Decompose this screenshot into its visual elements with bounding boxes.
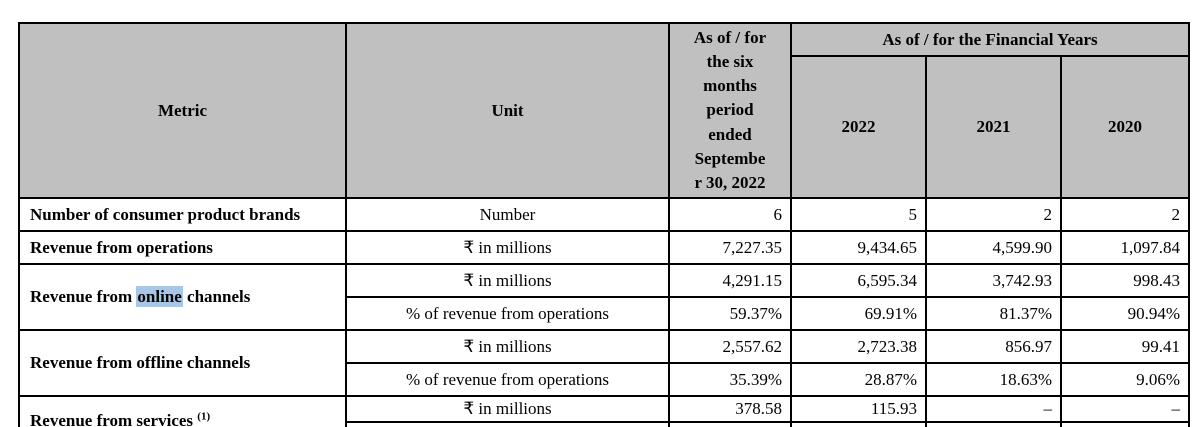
value-2020: 9.06% [1059,362,1191,397]
footnote-marker: (1) [197,410,211,423]
financial-metrics-table: Metric Unit As of / for the six months p… [18,22,1191,427]
value-2021: – [925,395,1062,423]
unit-cell: ₹ in millions [345,329,670,364]
value-2020: – [1059,395,1191,423]
value-2021: 2 [925,197,1062,232]
header-year-2022: 2022 [790,55,927,199]
row-revenue-offline-millions: Revenue from offline channels ₹ in milli… [18,329,1191,397]
header-year-2020: 2020 [1059,55,1191,199]
value-2022: 115.93 [790,395,927,423]
value-2022: 28.87% [790,362,927,397]
value-2020: 2 [1059,197,1191,232]
value-2021: 3,742.93 [925,263,1062,298]
metric-text-prefix: Revenue from [30,287,137,306]
header-year-2021: 2021 [925,55,1062,199]
highlighted-text-online: online [136,286,183,307]
value-2021: 18.63% [925,362,1062,397]
metric-revenue-services: Revenue from services (1) [18,395,347,427]
unit-cell: % of revenue from operations [345,362,670,397]
value-six-months: 59.37% [668,296,792,331]
value-2020: 90.94% [1059,296,1191,331]
value-2021: 81.37% [925,296,1062,331]
value-six-months: 2,557.62 [668,329,792,364]
unit-cell: % of revenue from operations [345,296,670,331]
value-2020: 1,097.84 [1059,230,1191,265]
value-2022: 9,434.65 [790,230,927,265]
header-unit: Unit [345,22,670,199]
header-six-months-period: As of / for the six months period ended … [668,22,792,199]
row-revenue-online-millions: Revenue from online channels ₹ in millio… [18,263,1191,331]
unit-cell: Number [345,197,670,232]
value-six-months [668,421,792,427]
unit-cell: ₹ in millions [345,263,670,298]
row-revenue-services-millions: Revenue from services (1) ₹ in millions … [18,395,1191,427]
value-six-months: 7,227.35 [668,230,792,265]
row-revenue-operations: Revenue from operations ₹ in millions 7,… [18,230,1191,265]
value-2020: 99.41 [1059,329,1191,364]
value-2021 [925,421,1062,427]
value-six-months: 35.39% [668,362,792,397]
metric-revenue-online: Revenue from online channels [18,263,347,331]
metric-revenue-operations: Revenue from operations [18,230,347,265]
row-revenue-services-cut [19,421,1191,427]
metric-text-suffix: channels [182,287,251,306]
row-revenue-offline-percent: % of revenue from operations 35.39% 28.8… [19,362,1191,397]
value-2022: 5 [790,197,927,232]
unit-cell: ₹ in millions [345,230,670,265]
metric-revenue-offline: Revenue from offline channels [18,329,347,397]
row-number-of-brands: Number of consumer product brands Number… [18,197,1191,232]
value-six-months: 6 [668,197,792,232]
value-2022 [790,421,927,427]
value-2021: 856.97 [925,329,1062,364]
value-2022: 2,723.38 [790,329,927,364]
header-metric: Metric [18,22,347,199]
row-revenue-online-percent: % of revenue from operations 59.37% 69.9… [19,296,1191,331]
value-six-months: 378.58 [668,395,792,423]
value-six-months: 4,291.15 [668,263,792,298]
value-2022: 69.91% [790,296,927,331]
header-row-top: Metric Unit As of / for the six months p… [18,22,1191,199]
header-row-years: 2022 2021 2020 [19,55,1191,199]
metric-number-of-brands: Number of consumer product brands [18,197,347,232]
metric-text: Revenue from services [30,411,198,427]
value-2020: 998.43 [1059,263,1191,298]
unit-cell: ₹ in millions [345,395,670,423]
value-2022: 6,595.34 [790,263,927,298]
value-2021: 4,599.90 [925,230,1062,265]
unit-cell [345,421,670,427]
value-2020 [1059,421,1191,427]
header-financial-years: As of / for the Financial Years [789,22,1191,57]
